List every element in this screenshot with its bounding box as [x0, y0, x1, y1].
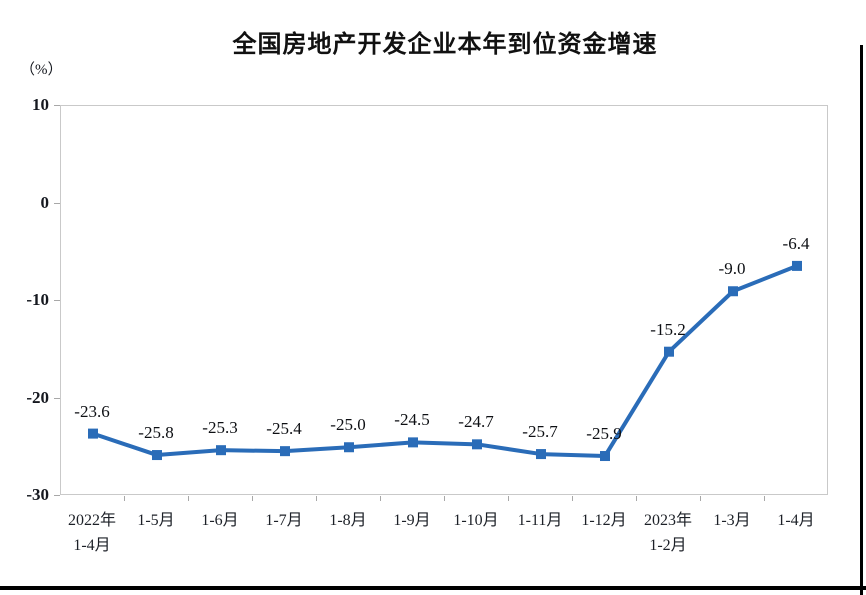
y-axis-tick-label: 10 — [32, 95, 49, 114]
y-axis-tick-mark — [54, 495, 60, 496]
x-axis-category-label: 1-5月 — [118, 508, 194, 533]
x-axis-category-line: 1-9月 — [393, 512, 431, 529]
data-point-label: -24.5 — [394, 410, 430, 430]
chart-title: 全国房地产开发企业本年到位资金增速 — [232, 31, 658, 58]
line-series-svg — [88, 260, 802, 462]
y-axis-tick-mark — [54, 202, 60, 204]
frame-border-right — [860, 45, 863, 595]
data-point-marker — [600, 451, 610, 462]
data-point-label: -6.4 — [782, 233, 810, 253]
frame-border-bottom — [0, 586, 866, 590]
x-axis-category-line: 1-4月 — [73, 537, 111, 554]
x-axis-tick-mark — [444, 496, 445, 501]
y-axis-tick-label: -30 — [26, 485, 49, 504]
data-point-marker — [664, 346, 674, 357]
x-axis-tick-mark — [124, 496, 125, 501]
data-point-label: -25.9 — [586, 424, 622, 444]
x-axis-category-line: 1-7月 — [265, 512, 303, 529]
x-axis-category-line: 1-3月 — [713, 512, 751, 529]
data-point-label: -25.7 — [522, 422, 558, 442]
x-axis-category-label: 1-11月 — [502, 508, 578, 533]
x-axis-category-label: 1-9月 — [374, 508, 450, 533]
data-point-label: -25.4 — [266, 419, 302, 439]
x-axis-tick-mark — [316, 496, 317, 501]
x-axis-tick-mark — [380, 496, 381, 501]
x-axis-category-line: 1-6月 — [201, 512, 239, 529]
data-point-marker — [728, 286, 738, 297]
x-axis-category-label: 1-6月 — [182, 508, 258, 533]
data-point-label: -24.7 — [458, 412, 494, 432]
x-axis-tick-mark — [188, 496, 189, 501]
x-axis-category-label: 1-10月 — [438, 508, 514, 533]
plot-area — [60, 105, 828, 495]
x-axis-tick-mark — [700, 496, 701, 501]
y-axis-tick-mark — [54, 397, 60, 399]
x-axis-category-line: 1-11月 — [517, 512, 563, 529]
y-axis-unit-label: （%） — [20, 62, 63, 78]
x-axis-tick-mark — [252, 496, 253, 501]
data-point-label: -15.2 — [650, 319, 686, 339]
x-axis-tick-mark — [572, 496, 573, 501]
x-axis-category-label: 1-4月 — [758, 508, 834, 533]
x-axis-category-line: 2022年 — [67, 512, 116, 529]
data-point-marker — [280, 446, 290, 457]
x-axis-tick-mark — [636, 496, 637, 501]
data-point-label: -23.6 — [74, 401, 110, 421]
y-axis-tick-label: -10 — [26, 290, 49, 309]
x-axis-category-line: 1-8月 — [329, 512, 367, 529]
data-point-marker — [88, 428, 98, 439]
x-axis-category-label: 1-7月 — [246, 508, 322, 533]
data-point-label: -25.0 — [330, 415, 366, 435]
data-point-label: -25.3 — [202, 418, 238, 438]
y-axis-tick-label: -20 — [26, 387, 49, 407]
data-point-marker — [216, 445, 226, 456]
x-axis-category-label: 1-12月 — [566, 508, 642, 533]
data-point-marker — [536, 449, 546, 460]
x-axis-tick-mark — [508, 496, 509, 501]
x-axis-tick-mark — [764, 496, 765, 501]
data-point-marker — [152, 450, 162, 461]
x-axis-category-line: 1-4月 — [777, 512, 815, 529]
x-axis-category-line: 1-2月 — [649, 537, 687, 554]
x-axis-category-label: 1-3月 — [694, 508, 770, 533]
data-point-label: -9.0 — [718, 259, 746, 279]
y-axis-tick-label: 0 — [40, 192, 50, 212]
data-point-marker — [408, 437, 418, 448]
x-axis-category-line: 1-12月 — [581, 512, 627, 529]
x-axis-category-label: 2023年 1-2月 — [630, 508, 706, 558]
data-point-marker — [472, 439, 482, 450]
data-point-marker — [344, 442, 354, 453]
x-axis-category-line: 1-10月 — [453, 512, 499, 529]
x-axis-category-label: 1-8月 — [310, 508, 386, 533]
x-axis-category-label: 2022年 1-4月 — [54, 508, 130, 558]
x-axis-category-line: 1-5月 — [137, 512, 175, 529]
x-axis-category-line: 2023年 — [643, 512, 692, 529]
data-point-marker — [792, 260, 802, 271]
data-point-label: -25.8 — [138, 423, 174, 443]
y-axis-tick-mark — [54, 300, 60, 301]
y-axis-tick-mark — [54, 105, 60, 106]
